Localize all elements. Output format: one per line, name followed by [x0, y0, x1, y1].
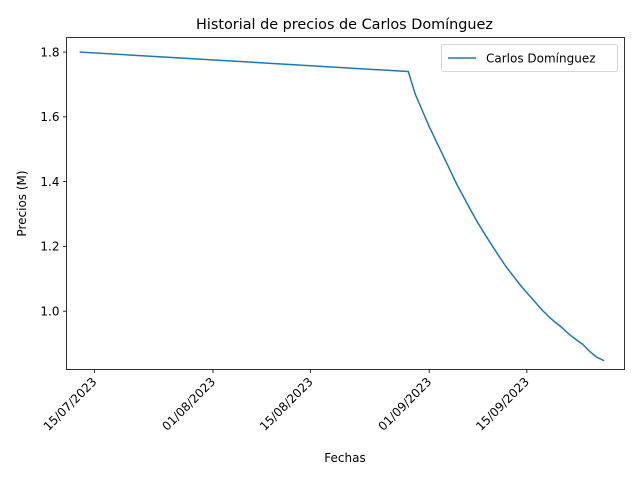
- y-tick-label: 1.8: [40, 45, 59, 59]
- legend-label: Carlos Domínguez: [486, 52, 596, 66]
- y-tick-label: 1.0: [40, 304, 59, 318]
- y-tick-label: 1.6: [40, 110, 59, 124]
- x-axis-label: Fechas: [324, 451, 365, 465]
- y-tick-label: 1.2: [40, 240, 59, 254]
- chart-title: Historial de precios de Carlos Domínguez: [196, 17, 493, 33]
- y-tick-label: 1.4: [40, 175, 59, 189]
- chart-legend: Carlos Domínguez: [442, 45, 618, 72]
- y-axis-label: Precios (M): [15, 170, 29, 236]
